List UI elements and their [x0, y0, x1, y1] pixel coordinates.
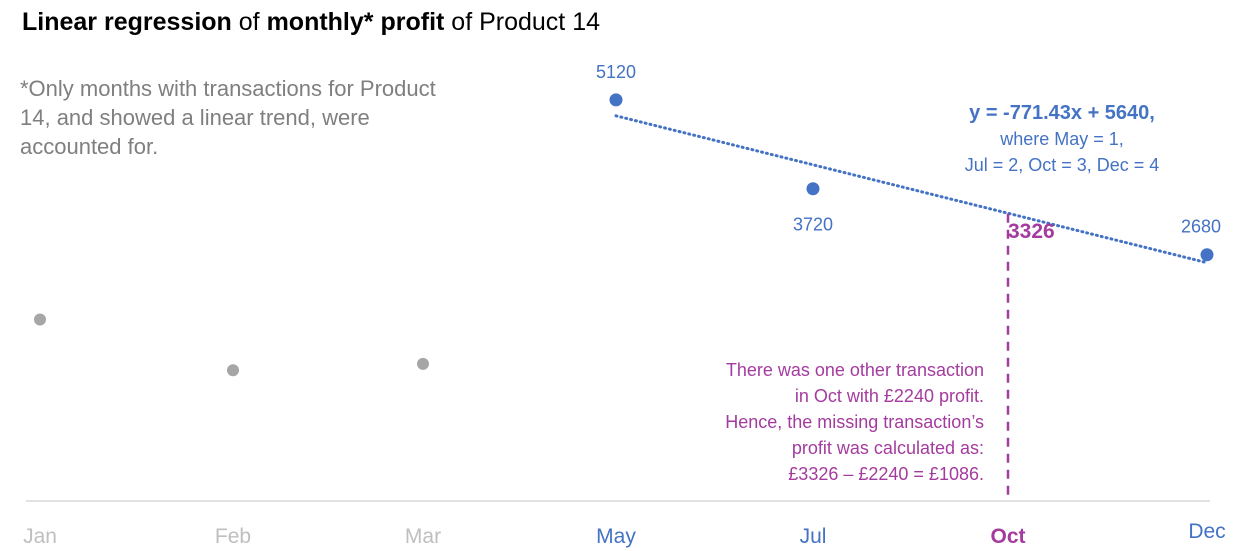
- x-tick-mar: Mar: [405, 525, 441, 548]
- regression-equation: y = -771.43x + 5640, where May = 1, Jul …: [930, 100, 1194, 178]
- title-part-of: of: [231, 8, 267, 36]
- x-tick-jan: Jan: [23, 525, 57, 548]
- prediction-label: 3326: [1008, 220, 1055, 243]
- x-axis-ticks: Jan Feb Mar May Jul Oct Dec: [23, 520, 1226, 548]
- data-points: [34, 93, 1214, 377]
- x-tick-may: May: [596, 525, 636, 548]
- note-line-1: There was one other transaction: [725, 360, 984, 380]
- label-dec: 2680: [1181, 217, 1221, 237]
- note-line-5: £3326 – £2240 = £1086.: [788, 464, 984, 484]
- data-labels: 5120 3720 2680: [596, 62, 1221, 237]
- title-part-profit: profit: [380, 8, 445, 36]
- label-jul: 3720: [793, 215, 833, 235]
- equation-line-2: where May = 1,: [1000, 129, 1124, 149]
- note-line-4: profit was calculated as:: [791, 438, 984, 458]
- regression-trendline: [614, 114, 1209, 265]
- x-tick-feb: Feb: [215, 525, 251, 548]
- x-tick-dec: Dec: [1188, 520, 1225, 543]
- x-tick-oct: Oct: [990, 525, 1025, 548]
- title-part-product: of Product 14: [444, 8, 600, 36]
- equation-main: y = -771.43x + 5640,: [969, 102, 1155, 124]
- point-jan: [34, 313, 46, 326]
- title-part-linear-regression: Linear regression: [22, 8, 232, 36]
- x-tick-jul: Jul: [800, 525, 827, 548]
- label-may: 5120: [596, 62, 636, 82]
- point-jul: [806, 182, 820, 196]
- note-line-2: in Oct with £2240 profit.: [794, 386, 984, 406]
- title-part-monthly: monthly*: [266, 8, 374, 36]
- oct-note: There was one other transaction in Oct w…: [640, 357, 984, 487]
- point-mar: [417, 357, 429, 370]
- point-dec: [1200, 248, 1214, 262]
- point-feb: [227, 364, 239, 377]
- note-line-3: Hence, the missing transaction’s: [725, 412, 984, 432]
- chart-title: Linear regression of monthly* profit of …: [22, 8, 600, 37]
- point-may: [609, 93, 623, 107]
- equation-line-3: Jul = 2, Oct = 3, Dec = 4: [964, 155, 1160, 175]
- footnote: *Only months with transactions for Produ…: [20, 76, 436, 159]
